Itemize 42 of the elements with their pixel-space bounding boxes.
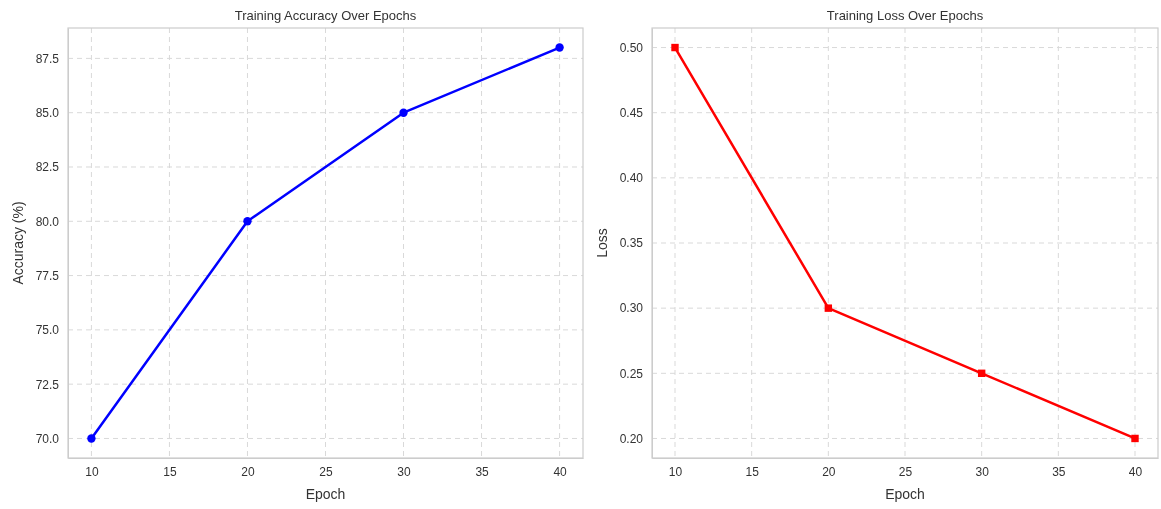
y-axis-title: Loss (594, 228, 610, 258)
y-tick-label: 0.40 (619, 171, 644, 186)
x-tick-label: 15 (163, 464, 177, 479)
y-tick-label: 70.0 (35, 431, 60, 446)
y-tick-label: 87.5 (35, 51, 60, 66)
y-tick-label: 77.5 (35, 268, 60, 283)
x-tick-label: 35 (475, 464, 490, 479)
y-axis-title: Accuracy (%) (10, 201, 26, 285)
x-tick-label: 15 (745, 464, 760, 479)
y-tick-label: 85.0 (35, 106, 60, 121)
y-tick-label: 0.30 (619, 301, 644, 316)
point (87, 434, 96, 443)
x-tick-label: 10 (85, 464, 99, 479)
x-tick-label: 30 (975, 464, 990, 479)
point (671, 43, 679, 52)
point (1131, 434, 1139, 443)
y-tick-label: 75.0 (35, 323, 60, 338)
point (555, 43, 564, 52)
y-tick-label: 82.5 (35, 160, 60, 175)
y-tick-label: 0.25 (619, 366, 644, 381)
point (243, 217, 252, 226)
y-tick-label: 72.5 (35, 377, 60, 392)
x-tick-label: 40 (553, 464, 568, 479)
x-axis-title: Epoch (305, 486, 346, 502)
y-tick-label: 0.50 (619, 40, 644, 55)
x-tick-label: 25 (319, 464, 333, 479)
x-tick-label: 35 (1052, 464, 1066, 479)
y-tick-label: 80.0 (35, 214, 60, 229)
x-tick-label: 25 (898, 464, 913, 479)
chart-title: Training Loss Over Epochs (826, 8, 984, 23)
x-tick-label: 20 (241, 464, 255, 479)
x-tick-label: 10 (668, 464, 683, 479)
y-tick-label: 0.35 (619, 236, 644, 251)
x-tick-label: 40 (1128, 464, 1143, 479)
y-tick-label: 0.20 (619, 431, 644, 446)
chart-title: Training Accuracy Over Epochs (234, 8, 417, 23)
x-tick-label: 20 (822, 464, 836, 479)
point (824, 304, 833, 312)
y-tick-label: 0.45 (619, 106, 644, 121)
x-axis-title: Epoch (885, 486, 925, 502)
point (399, 108, 408, 117)
x-tick-label: 30 (397, 464, 412, 479)
